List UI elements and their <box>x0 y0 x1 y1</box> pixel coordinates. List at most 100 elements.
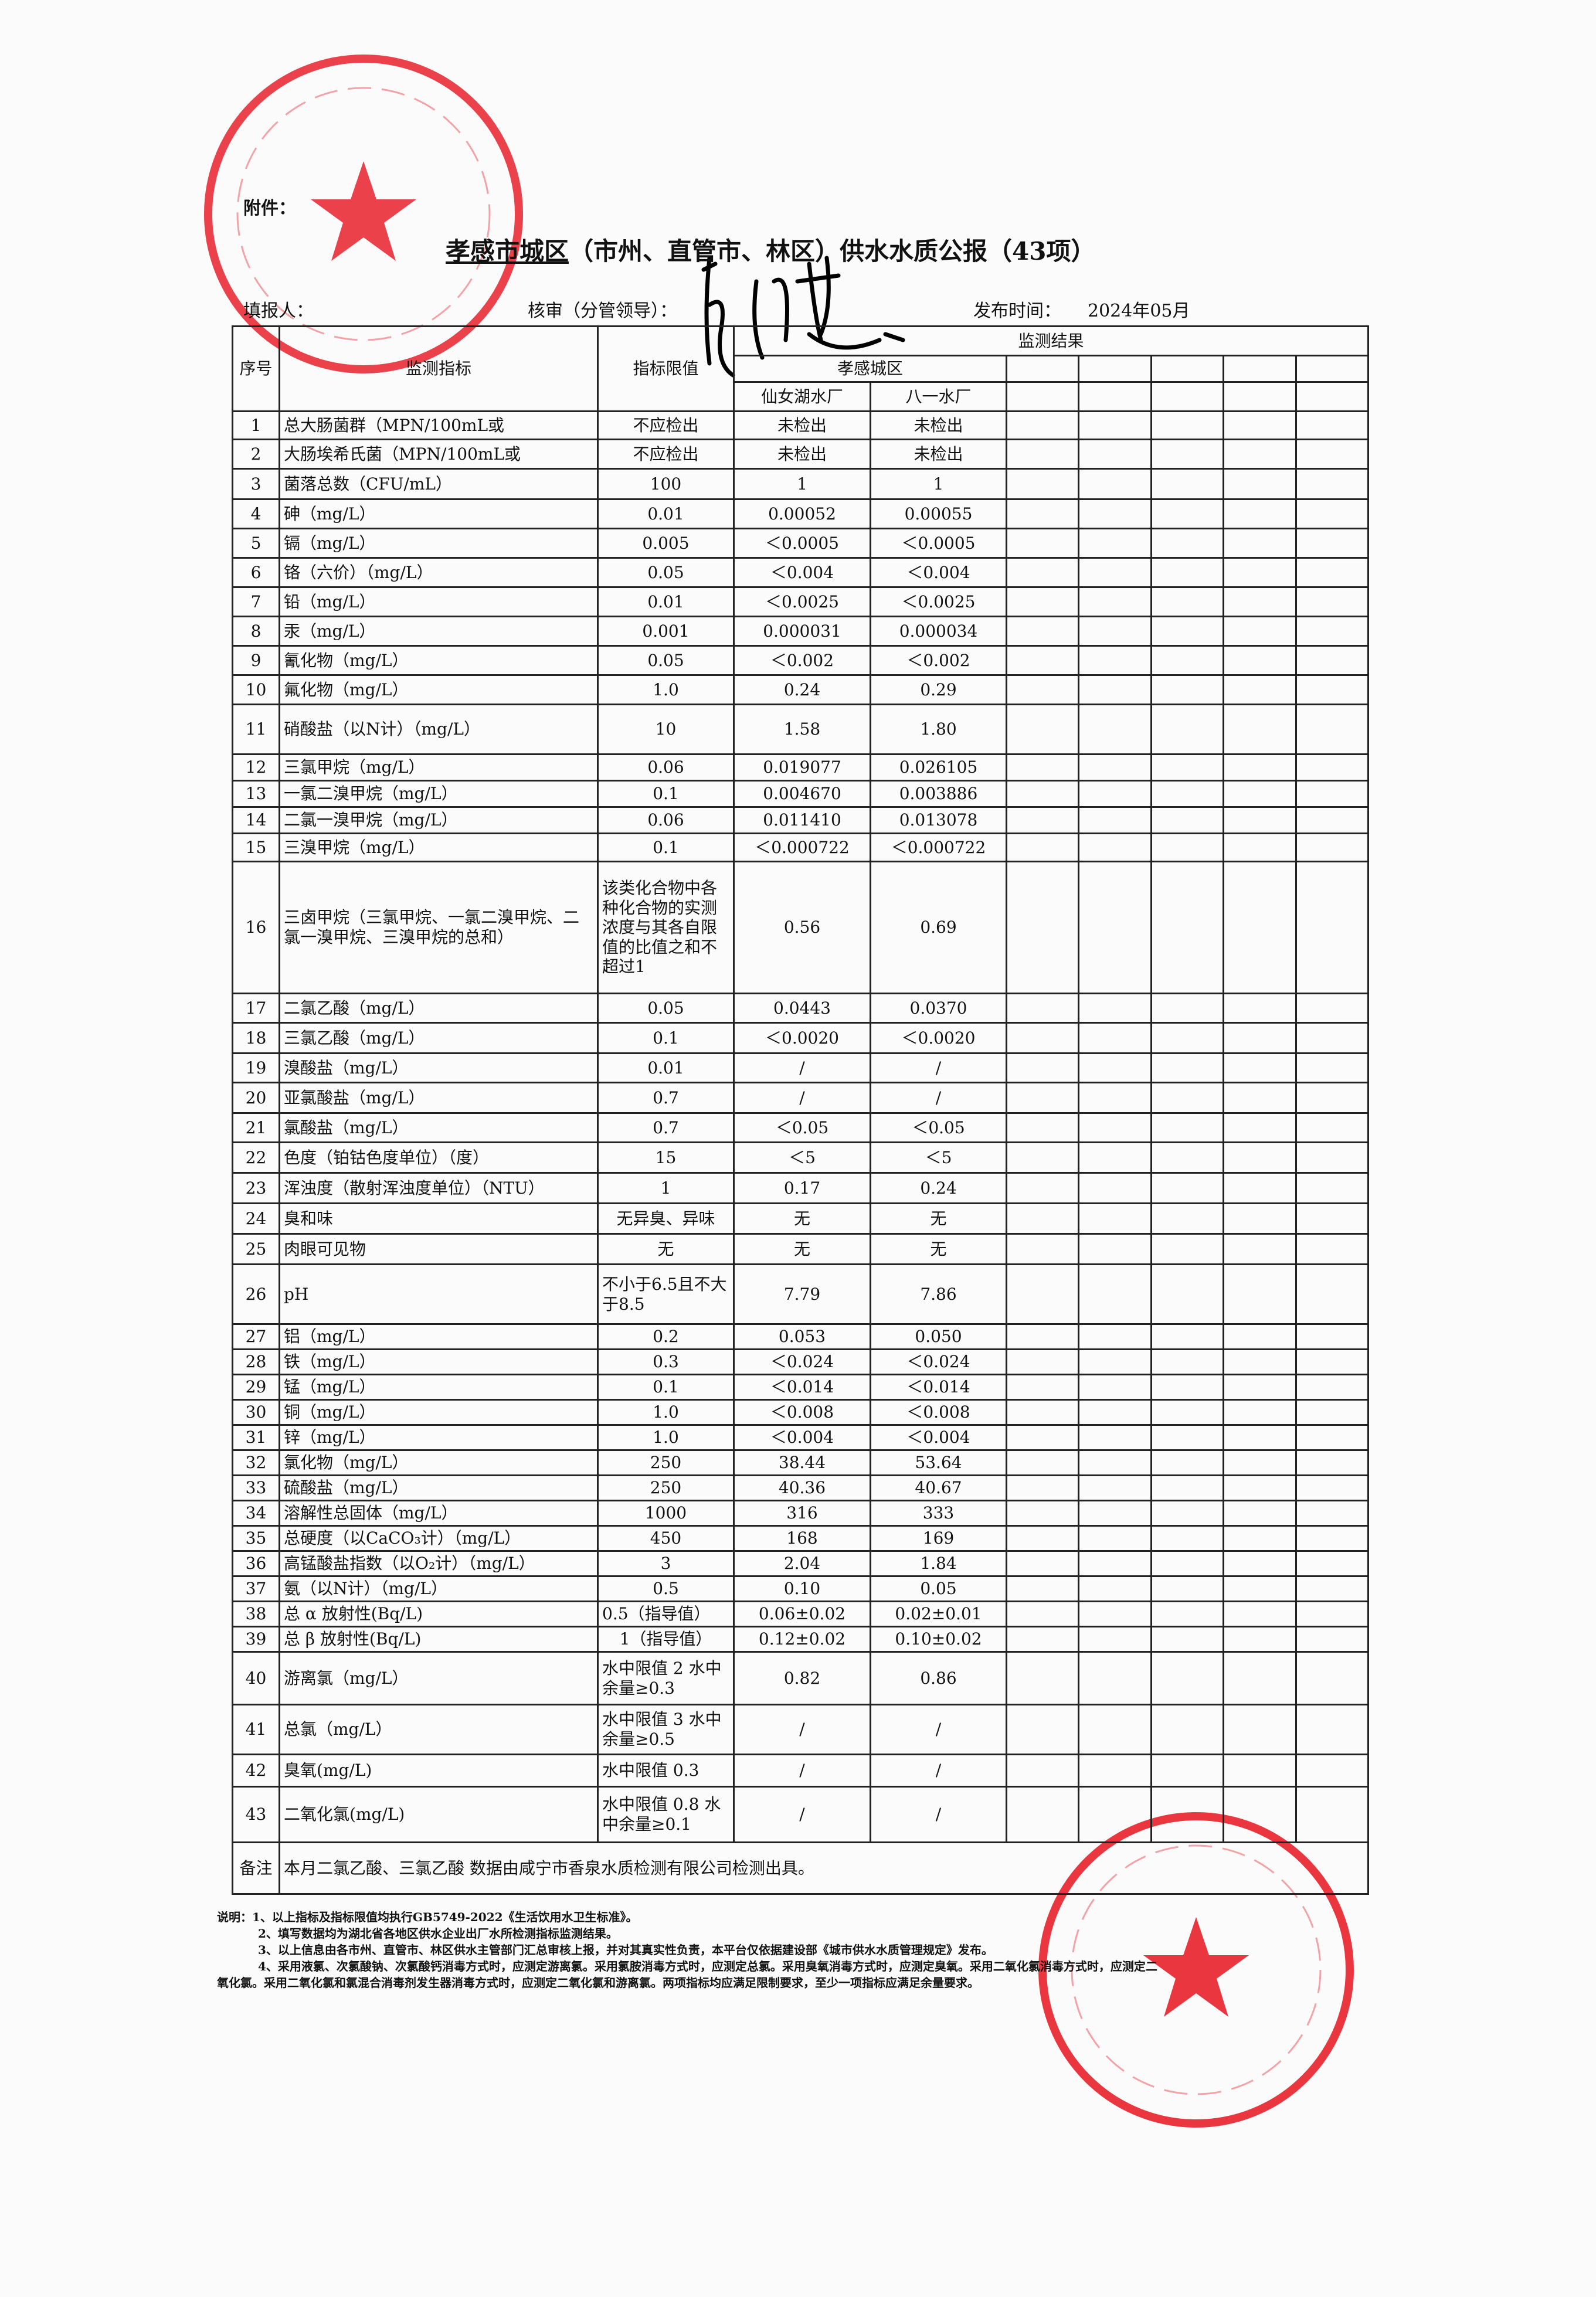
row-value-plant-2: 40.67 <box>870 1474 1007 1501</box>
empty-cell <box>1295 1141 1370 1174</box>
row-value-plant-2: 0.29 <box>870 674 1007 705</box>
row-seq: 42 <box>232 1754 280 1788</box>
row-value-plant-2: 0.69 <box>870 861 1007 994</box>
row-value-plant-2: ＜0.000722 <box>870 833 1007 862</box>
row-seq: 14 <box>232 806 280 834</box>
empty-cell <box>1005 1704 1080 1755</box>
row-indicator: 大肠埃希氏菌（MPN/100mL或 <box>279 439 599 470</box>
attachment-label: 附件： <box>243 198 296 219</box>
row-value-plant-1: 无 <box>733 1233 871 1265</box>
row-value-plant-1: ＜5 <box>733 1141 871 1174</box>
empty-cell <box>1005 1082 1080 1114</box>
empty-cell <box>1078 1112 1152 1143</box>
row-value-plant-2: ＜0.05 <box>870 1112 1007 1143</box>
row-value-plant-2: / <box>870 1704 1007 1755</box>
row-limit: 0.5（指导值） <box>597 1601 735 1627</box>
empty-cell <box>1295 616 1370 647</box>
empty-cell <box>1295 410 1370 440</box>
row-value-plant-1: 38.44 <box>733 1449 871 1476</box>
row-limit: 水中限值 2 水中余量≥0.3 <box>597 1651 735 1705</box>
row-value-plant-2: 0.05 <box>870 1575 1007 1602</box>
empty-cell <box>1223 833 1297 862</box>
note-5: 氧化氯。采用二氧化氯和氯混合消毒剂发生器消毒方式时，应测定二氧化氯和游离氯。两项… <box>217 1976 979 1990</box>
empty-cell <box>1078 1263 1152 1325</box>
empty-cell <box>1295 1651 1370 1705</box>
table-row: 21 氯酸盐（mg/L） 0.7 ＜0.05 ＜0.05 <box>232 1112 1370 1143</box>
empty-cell <box>1295 1172 1370 1204</box>
header-seq: 序号 <box>232 325 280 412</box>
empty-cell <box>1295 1082 1370 1114</box>
empty-cell <box>1150 498 1225 529</box>
empty-cell <box>1150 833 1225 862</box>
empty-cell <box>1295 1786 1370 1843</box>
empty-cell <box>1005 557 1080 588</box>
table-row: 15 三溴甲烷（mg/L） 0.1 ＜0.000722 ＜0.000722 <box>232 833 1370 862</box>
empty-cell <box>1223 616 1297 647</box>
empty-cell <box>1295 1052 1370 1083</box>
table-row: 26 pH 不小于6.5且不大于8.5 7.79 7.86 <box>232 1263 1370 1325</box>
row-value-plant-2: ＜0.0005 <box>870 528 1007 559</box>
header-indicator: 监测指标 <box>279 325 599 412</box>
table-row: 2 大肠埃希氏菌（MPN/100mL或 不应检出 未检出 未检出 <box>232 439 1370 470</box>
row-seq: 33 <box>232 1474 280 1501</box>
table-row: 6 铬（六价）（mg/L） 0.05 ＜0.004 ＜0.004 <box>232 557 1370 588</box>
empty-cell <box>1295 1202 1370 1235</box>
table-row: 37 氨（以N计）（mg/L） 0.5 0.10 0.05 <box>232 1575 1370 1602</box>
empty-cell <box>1078 1575 1152 1602</box>
row-indicator: 氟化物（mg/L） <box>279 674 599 705</box>
empty-cell <box>1295 1626 1370 1653</box>
row-indicator: 亚氯酸盐（mg/L） <box>279 1082 599 1114</box>
header-plant-1: 仙女湖水厂 <box>733 381 871 412</box>
empty-cell <box>1005 1323 1080 1350</box>
empty-cell <box>1150 753 1225 781</box>
empty-cell <box>1295 1112 1370 1143</box>
empty-cell <box>1295 1601 1370 1627</box>
row-indicator: 氯化物（mg/L） <box>279 1449 599 1476</box>
row-value-plant-2: 0.003886 <box>870 780 1007 808</box>
empty-cell <box>1150 528 1225 559</box>
empty-cell <box>1005 1202 1080 1235</box>
empty-cell <box>1078 498 1152 529</box>
empty-cell <box>1078 1082 1152 1114</box>
empty-cell <box>1078 468 1152 500</box>
row-value-plant-2: ＜0.0020 <box>870 1022 1007 1054</box>
empty-cell <box>1295 1022 1370 1054</box>
empty-cell <box>1005 1754 1080 1788</box>
empty-cell <box>1150 1022 1225 1054</box>
table-row: 17 二氯乙酸（mg/L） 0.05 0.0443 0.0370 <box>232 993 1370 1024</box>
star-icon <box>311 161 416 261</box>
row-value-plant-2: 未检出 <box>870 439 1007 470</box>
row-limit: 0.001 <box>597 616 735 647</box>
empty-cell <box>1150 1141 1225 1174</box>
empty-cell <box>1223 1786 1297 1843</box>
row-value-plant-1: ＜0.0005 <box>733 528 871 559</box>
row-value-plant-1: ＜0.014 <box>733 1374 871 1401</box>
row-value-plant-1: 40.36 <box>733 1474 871 1501</box>
empty-cell <box>1005 993 1080 1024</box>
empty-cell <box>1150 355 1225 383</box>
table-row: 42 臭氧(mg/L) 水中限值 0.3// <box>232 1754 1370 1788</box>
notes: 说明：1、以上指标及指标限值均执行GB5749-2022《生活饮用水卫生标准》。… <box>217 1909 1360 1991</box>
empty-cell <box>1295 1754 1370 1788</box>
empty-cell <box>1078 1374 1152 1401</box>
row-limit: 0.2 <box>597 1323 735 1350</box>
empty-cell <box>1078 381 1152 412</box>
row-limit: 1（指导值） <box>597 1626 735 1653</box>
row-indicator: 臭氧(mg/L) <box>279 1754 599 1788</box>
empty-cell <box>1005 780 1080 808</box>
row-indicator: 氯酸盐（mg/L） <box>279 1112 599 1143</box>
row-value-plant-1: 0.00052 <box>733 498 871 529</box>
table-row: 19 溴酸盐（mg/L） 0.01// <box>232 1052 1370 1083</box>
row-limit: 15 <box>597 1141 735 1174</box>
empty-cell <box>1223 806 1297 834</box>
row-value-plant-2: 无 <box>870 1202 1007 1235</box>
table-row: 38 总 α 放射性(Bq/L) 0.5（指导值） 0.06±0.02 0.02±0.0… <box>232 1601 1370 1627</box>
row-limit: 0.01 <box>597 586 735 617</box>
empty-cell <box>1223 1474 1297 1501</box>
title-rest: （市州、直管市、林区）供水水质公报（43项） <box>569 237 1096 266</box>
remark-text: 本月二氯乙酸、三氯乙酸 数据由咸宁市香泉水质检测有限公司检测出具。 <box>279 1841 1369 1895</box>
row-value-plant-1: 未检出 <box>733 410 871 440</box>
row-value-plant-1: ＜0.004 <box>733 557 871 588</box>
empty-cell <box>1078 439 1152 470</box>
empty-cell <box>1150 1786 1225 1843</box>
